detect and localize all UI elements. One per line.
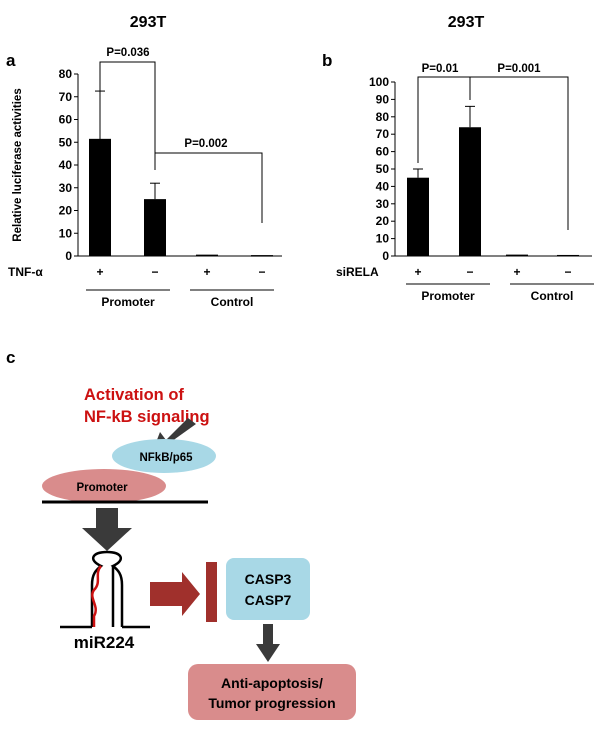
y-tick-label: 100 [369,75,389,89]
panel-b-y-axis: 0 10 20 30 40 50 60 70 80 90 100 [369,75,592,263]
panel-b: b 293T 0 10 20 30 40 50 60 70 80 90 100 P=0.01 P=0… [322,14,594,303]
bar [407,177,429,256]
casp3-label: CASP3 [245,571,292,587]
nfkb-ellipse [112,439,216,473]
condition-tick-label: − [258,265,265,279]
promoter-label: Promoter [76,482,128,494]
nfkb-label: NFkB/p65 [139,452,193,464]
y-tick-label: 10 [376,232,390,246]
bar [506,254,528,257]
panel-b-title: 293T [448,14,485,31]
panel-b-pvalue-brackets: P=0.01 P=0.001 [417,63,569,230]
outcome-box [188,664,356,720]
panel-b-conditions: + − + − [414,265,571,279]
panel-a-conditions: + − + − [96,265,265,279]
outcome-arrow [256,624,280,662]
pvalue-label-1: P=0.036 [106,47,149,59]
y-tick-label: 20 [376,214,390,228]
y-tick-label: 80 [376,110,390,124]
condition-tick-label: − [564,265,571,279]
promoter-ellipse [42,469,166,503]
y-tick-label: 50 [59,135,73,149]
condition-tick-label: + [513,265,520,279]
condition-tick-label: + [414,265,421,279]
condition-tick-label: + [96,265,103,279]
y-tick-label: 40 [376,179,390,193]
y-tick-label: 80 [59,67,73,81]
pvalue-bracket-2 [469,76,569,230]
y-tick-label: 10 [59,226,73,240]
panel-a-y-axis: 0 10 20 30 40 50 60 70 80 [59,67,282,263]
y-tick-label: 30 [376,197,390,211]
mirna-label: miR224 [74,633,135,652]
mirna-hairpin [60,550,150,629]
y-tick-label: 60 [376,145,390,159]
y-tick-label: 30 [59,181,73,195]
pvalue-label-2: P=0.001 [497,63,541,75]
bar [89,138,111,256]
bar [557,254,579,257]
transcription-arrow [82,508,132,551]
activation-label-line1: Activation of [84,386,184,404]
y-tick-label: 20 [59,204,73,218]
y-tick-label: 60 [59,113,73,127]
panel-a-title: 293T [130,14,167,31]
panel-b-letter: b [322,51,332,70]
panel-a: a 293T Relative luciferase activities 0 1… [6,14,282,309]
group-label-control: Control [531,289,574,303]
group-label-control: Control [211,295,254,309]
casp-box [226,558,310,620]
pvalue-label-1: P=0.01 [422,63,459,75]
panel-c-diagram: c Activation of NF-kB signaling NFkB/p65… [6,348,356,720]
panel-a-letter: a [6,51,16,70]
group-label-promoter: Promoter [101,295,155,309]
y-tick-label: 50 [376,162,390,176]
pvalue-bracket-1 [99,61,156,177]
pvalue-bracket-2 [154,152,263,223]
y-tick-label: 70 [59,90,73,104]
outcome-label-line2: Tumor progression [208,695,335,711]
bar [251,255,273,257]
y-tick-label: 90 [376,92,390,106]
panel-c-letter: c [6,348,15,367]
y-tick-label: 0 [382,249,389,263]
bar [196,254,218,257]
pvalue-label-2: P=0.002 [184,138,227,150]
panel-b-condition-label: siRELA [336,265,379,279]
condition-tick-label: − [151,265,158,279]
casp7-label: CASP7 [245,592,292,608]
group-label-promoter: Promoter [421,289,475,303]
y-tick-label: 70 [376,127,390,141]
condition-tick-label: − [466,265,473,279]
panel-a-pvalue-brackets: P=0.036 P=0.002 [99,47,263,223]
inhibition-arrow [150,572,200,616]
panel-a-bars [89,90,273,257]
panel-a-ylabel: Relative luciferase activities [12,88,24,241]
panel-a-condition-label: TNF-α [8,265,43,279]
bar [459,127,481,257]
bar [144,199,166,256]
outcome-label-line1: Anti-apoptosis/ [221,675,323,691]
panel-b-bars [407,105,579,257]
y-tick-label: 40 [59,158,73,172]
activation-label-line2: NF-kB signaling [84,408,210,426]
condition-tick-label: + [203,265,210,279]
y-tick-label: 0 [65,249,72,263]
inhibition-bar [206,562,217,622]
